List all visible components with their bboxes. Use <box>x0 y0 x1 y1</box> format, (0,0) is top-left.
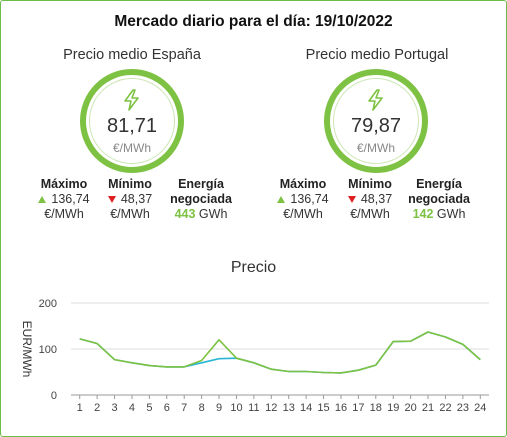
portugal-max-label: Máximo <box>279 177 327 191</box>
spain-energy-stat: Energía negociada 443 GWh <box>165 177 237 222</box>
spain-min-value: 48,37 <box>120 192 153 206</box>
x-tick-label: 15 <box>317 402 329 414</box>
x-tick-label: 23 <box>457 402 469 414</box>
lightning-bolt-icon <box>368 89 383 111</box>
portugal-min-unit: €/MWh <box>350 207 390 221</box>
portugal-min-stat: Mínimo 48,37 €/MWh <box>340 177 400 222</box>
x-tick-label: 1 <box>77 402 83 414</box>
x-tick-label: 7 <box>181 402 187 414</box>
x-tick-label: 19 <box>387 402 399 414</box>
y-tick-label: 200 <box>39 298 57 310</box>
spain-min-stat: Mínimo 48,37 €/MWh <box>100 177 160 222</box>
portugal-energy-value: 142 <box>412 207 434 221</box>
spain-max-value: 136,74 <box>51 192 90 206</box>
portugal-energy-label-1: Energía <box>416 177 462 191</box>
portugal-min-value: 48,37 <box>360 192 393 206</box>
y-tick-label: 100 <box>39 344 57 356</box>
portugal-energy-stat: Energía negociada 142 GWh <box>402 177 476 222</box>
x-tick-label: 20 <box>405 402 417 414</box>
spain-energy-value: 443 <box>174 207 196 221</box>
spain-energy-label-2: negociada <box>170 192 232 206</box>
spain-heading: Precio medio España <box>63 47 201 63</box>
x-tick-label: 17 <box>352 402 364 414</box>
triangle-up-icon <box>277 196 286 203</box>
portugal-price-gauge: 79,87 €/MWh <box>324 69 428 173</box>
portugal-max-value: 136,74 <box>290 192 329 206</box>
triangle-down-icon <box>107 196 116 203</box>
portugal-min-label: Mínimo <box>348 177 392 191</box>
series-line-1 <box>79 331 481 374</box>
y-axis-label: EUR/MWh <box>20 321 34 378</box>
portugal-max-stat: Máximo 136,74 €/MWh <box>272 177 334 222</box>
gauge-inner-ring <box>333 78 419 164</box>
x-tick-label: 14 <box>300 402 312 414</box>
spain-max-stat: Máximo 136,74 €/MWh <box>33 177 95 222</box>
portugal-average-unit: €/MWh <box>356 141 395 155</box>
x-tick-label: 21 <box>422 402 434 414</box>
x-tick-label: 6 <box>164 402 170 414</box>
series-line-2 <box>79 331 481 374</box>
spain-energy-unit: GWh <box>198 207 228 221</box>
spain-max-label: Máximo <box>40 177 88 191</box>
spain-average-price: 81,71 <box>106 115 158 137</box>
spain-min-label: Mínimo <box>108 177 152 191</box>
spain-energy-label-1: Energía <box>178 177 224 191</box>
x-tick-label: 24 <box>474 402 486 414</box>
spain-average-unit: €/MWh <box>112 141 151 155</box>
x-tick-label: 16 <box>335 402 347 414</box>
x-tick-label: 10 <box>230 402 242 414</box>
spain-min-unit: €/MWh <box>110 207 150 221</box>
portugal-max-unit: €/MWh <box>283 207 323 221</box>
portugal-heading: Precio medio Portugal <box>305 47 449 63</box>
x-tick-label: 8 <box>199 402 205 414</box>
x-tick-label: 22 <box>439 402 451 414</box>
x-tick-label: 2 <box>94 402 100 414</box>
portugal-energy-label-2: negociada <box>408 192 470 206</box>
x-tick-label: 4 <box>129 402 135 414</box>
gauge-inner-ring <box>89 78 175 164</box>
x-tick-label: 3 <box>111 402 117 414</box>
x-tick-label: 18 <box>370 402 382 414</box>
x-tick-label: 12 <box>265 402 277 414</box>
panel-title: Mercado diario para el día: 19/10/2022 <box>114 13 393 30</box>
lightning-bolt-icon <box>124 89 139 111</box>
x-tick-label: 9 <box>216 402 222 414</box>
triangle-down-icon <box>347 196 356 203</box>
triangle-up-icon <box>38 196 47 203</box>
portugal-energy-unit: GWh <box>436 207 466 221</box>
spain-max-unit: €/MWh <box>44 207 84 221</box>
portugal-average-price: 79,87 <box>350 115 402 137</box>
x-tick-label: 5 <box>146 402 152 414</box>
x-tick-label: 11 <box>248 402 259 414</box>
chart-title: Precio <box>230 259 277 276</box>
x-tick-label: 13 <box>283 402 295 414</box>
spain-price-gauge: 81,71 €/MWh <box>80 69 184 173</box>
y-tick-label: 0 <box>51 390 57 402</box>
